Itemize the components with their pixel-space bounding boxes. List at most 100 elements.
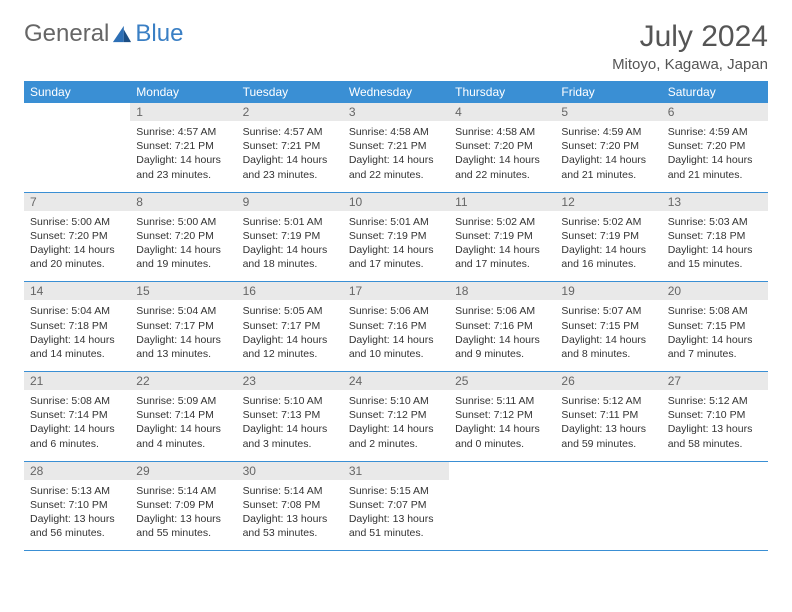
day-number: 22 [130, 372, 236, 390]
day-number: 3 [343, 103, 449, 121]
calendar-cell: 1Sunrise: 4:57 AMSunset: 7:21 PMDaylight… [130, 103, 236, 192]
day-content: Sunrise: 5:12 AMSunset: 7:10 PMDaylight:… [662, 390, 768, 461]
weekday-header: Wednesday [343, 81, 449, 103]
calendar-cell: 28Sunrise: 5:13 AMSunset: 7:10 PMDayligh… [24, 461, 130, 551]
calendar-cell: 13Sunrise: 5:03 AMSunset: 7:18 PMDayligh… [662, 192, 768, 282]
calendar-cell: . [555, 461, 661, 551]
calendar-cell: 12Sunrise: 5:02 AMSunset: 7:19 PMDayligh… [555, 192, 661, 282]
day-content: Sunrise: 5:05 AMSunset: 7:17 PMDaylight:… [237, 300, 343, 371]
day-number: 12 [555, 193, 661, 211]
calendar-table: SundayMondayTuesdayWednesdayThursdayFrid… [24, 81, 768, 551]
calendar-row: 28Sunrise: 5:13 AMSunset: 7:10 PMDayligh… [24, 461, 768, 551]
calendar-row: 21Sunrise: 5:08 AMSunset: 7:14 PMDayligh… [24, 372, 768, 462]
weekday-header: Thursday [449, 81, 555, 103]
calendar-cell: 3Sunrise: 4:58 AMSunset: 7:21 PMDaylight… [343, 103, 449, 192]
day-content: Sunrise: 5:13 AMSunset: 7:10 PMDaylight:… [24, 480, 130, 551]
weekday-header: Tuesday [237, 81, 343, 103]
day-number: 14 [24, 282, 130, 300]
day-number: 9 [237, 193, 343, 211]
day-number: 20 [662, 282, 768, 300]
day-number: 23 [237, 372, 343, 390]
day-content: Sunrise: 4:59 AMSunset: 7:20 PMDaylight:… [555, 121, 661, 192]
day-content: Sunrise: 5:00 AMSunset: 7:20 PMDaylight:… [130, 211, 236, 282]
day-number: 10 [343, 193, 449, 211]
day-content: Sunrise: 4:58 AMSunset: 7:20 PMDaylight:… [449, 121, 555, 192]
day-content: Sunrise: 5:04 AMSunset: 7:17 PMDaylight:… [130, 300, 236, 371]
day-content: Sunrise: 5:10 AMSunset: 7:12 PMDaylight:… [343, 390, 449, 461]
day-number: 19 [555, 282, 661, 300]
calendar-cell: 19Sunrise: 5:07 AMSunset: 7:15 PMDayligh… [555, 282, 661, 372]
day-number: 28 [24, 462, 130, 480]
calendar-cell: 6Sunrise: 4:59 AMSunset: 7:20 PMDaylight… [662, 103, 768, 192]
brand-logo: General Blue [24, 20, 183, 48]
day-content: Sunrise: 5:00 AMSunset: 7:20 PMDaylight:… [24, 211, 130, 282]
calendar-cell: 25Sunrise: 5:11 AMSunset: 7:12 PMDayligh… [449, 372, 555, 462]
day-number: 18 [449, 282, 555, 300]
calendar-cell: 5Sunrise: 4:59 AMSunset: 7:20 PMDaylight… [555, 103, 661, 192]
calendar-row: 14Sunrise: 5:04 AMSunset: 7:18 PMDayligh… [24, 282, 768, 372]
day-number: 24 [343, 372, 449, 390]
day-number: 2 [237, 103, 343, 121]
day-number: 4 [449, 103, 555, 121]
day-number: 21 [24, 372, 130, 390]
calendar-cell: . [662, 461, 768, 551]
calendar-cell: 10Sunrise: 5:01 AMSunset: 7:19 PMDayligh… [343, 192, 449, 282]
calendar-cell: 7Sunrise: 5:00 AMSunset: 7:20 PMDaylight… [24, 192, 130, 282]
day-content: Sunrise: 5:14 AMSunset: 7:08 PMDaylight:… [237, 480, 343, 551]
day-number: 8 [130, 193, 236, 211]
day-number: 31 [343, 462, 449, 480]
day-content: Sunrise: 4:57 AMSunset: 7:21 PMDaylight:… [237, 121, 343, 192]
day-content: Sunrise: 5:12 AMSunset: 7:11 PMDaylight:… [555, 390, 661, 461]
weekday-header-row: SundayMondayTuesdayWednesdayThursdayFrid… [24, 81, 768, 103]
day-number: 15 [130, 282, 236, 300]
calendar-cell: 22Sunrise: 5:09 AMSunset: 7:14 PMDayligh… [130, 372, 236, 462]
sail-icon [111, 24, 133, 44]
day-content: Sunrise: 5:06 AMSunset: 7:16 PMDaylight:… [449, 300, 555, 371]
calendar-cell: 23Sunrise: 5:10 AMSunset: 7:13 PMDayligh… [237, 372, 343, 462]
calendar-cell: 27Sunrise: 5:12 AMSunset: 7:10 PMDayligh… [662, 372, 768, 462]
calendar-cell: 2Sunrise: 4:57 AMSunset: 7:21 PMDaylight… [237, 103, 343, 192]
day-content: Sunrise: 5:02 AMSunset: 7:19 PMDaylight:… [555, 211, 661, 282]
calendar-cell: 30Sunrise: 5:14 AMSunset: 7:08 PMDayligh… [237, 461, 343, 551]
day-number: 7 [24, 193, 130, 211]
day-content: Sunrise: 5:01 AMSunset: 7:19 PMDaylight:… [343, 211, 449, 282]
day-content: Sunrise: 4:57 AMSunset: 7:21 PMDaylight:… [130, 121, 236, 192]
calendar-cell: 18Sunrise: 5:06 AMSunset: 7:16 PMDayligh… [449, 282, 555, 372]
day-content: Sunrise: 5:08 AMSunset: 7:15 PMDaylight:… [662, 300, 768, 371]
location-text: Mitoyo, Kagawa, Japan [612, 56, 768, 73]
day-content: Sunrise: 5:08 AMSunset: 7:14 PMDaylight:… [24, 390, 130, 461]
calendar-cell: 20Sunrise: 5:08 AMSunset: 7:15 PMDayligh… [662, 282, 768, 372]
calendar-cell: 24Sunrise: 5:10 AMSunset: 7:12 PMDayligh… [343, 372, 449, 462]
header: General Blue July 2024 Mitoyo, Kagawa, J… [24, 20, 768, 73]
day-content: Sunrise: 5:06 AMSunset: 7:16 PMDaylight:… [343, 300, 449, 371]
calendar-row: 7Sunrise: 5:00 AMSunset: 7:20 PMDaylight… [24, 192, 768, 282]
day-content: Sunrise: 5:11 AMSunset: 7:12 PMDaylight:… [449, 390, 555, 461]
calendar-cell: 31Sunrise: 5:15 AMSunset: 7:07 PMDayligh… [343, 461, 449, 551]
calendar-cell: 29Sunrise: 5:14 AMSunset: 7:09 PMDayligh… [130, 461, 236, 551]
calendar-cell: . [24, 103, 130, 192]
day-number: 27 [662, 372, 768, 390]
day-content: Sunrise: 5:03 AMSunset: 7:18 PMDaylight:… [662, 211, 768, 282]
weekday-header: Monday [130, 81, 236, 103]
weekday-header: Saturday [662, 81, 768, 103]
calendar-cell: 17Sunrise: 5:06 AMSunset: 7:16 PMDayligh… [343, 282, 449, 372]
day-number: 5 [555, 103, 661, 121]
calendar-row: .1Sunrise: 4:57 AMSunset: 7:21 PMDayligh… [24, 103, 768, 192]
day-number: 17 [343, 282, 449, 300]
brand-part2: Blue [135, 20, 183, 48]
day-content: Sunrise: 5:14 AMSunset: 7:09 PMDaylight:… [130, 480, 236, 551]
calendar-cell: 16Sunrise: 5:05 AMSunset: 7:17 PMDayligh… [237, 282, 343, 372]
day-content: Sunrise: 5:04 AMSunset: 7:18 PMDaylight:… [24, 300, 130, 371]
day-number: 1 [130, 103, 236, 121]
day-content: Sunrise: 5:07 AMSunset: 7:15 PMDaylight:… [555, 300, 661, 371]
calendar-cell: 4Sunrise: 4:58 AMSunset: 7:20 PMDaylight… [449, 103, 555, 192]
title-block: July 2024 Mitoyo, Kagawa, Japan [612, 20, 768, 73]
day-content: Sunrise: 5:10 AMSunset: 7:13 PMDaylight:… [237, 390, 343, 461]
month-title: July 2024 [612, 20, 768, 54]
day-number: 25 [449, 372, 555, 390]
calendar-cell: 9Sunrise: 5:01 AMSunset: 7:19 PMDaylight… [237, 192, 343, 282]
day-number: 16 [237, 282, 343, 300]
brand-part1: General [24, 20, 109, 48]
day-content: Sunrise: 5:02 AMSunset: 7:19 PMDaylight:… [449, 211, 555, 282]
calendar-cell: 26Sunrise: 5:12 AMSunset: 7:11 PMDayligh… [555, 372, 661, 462]
